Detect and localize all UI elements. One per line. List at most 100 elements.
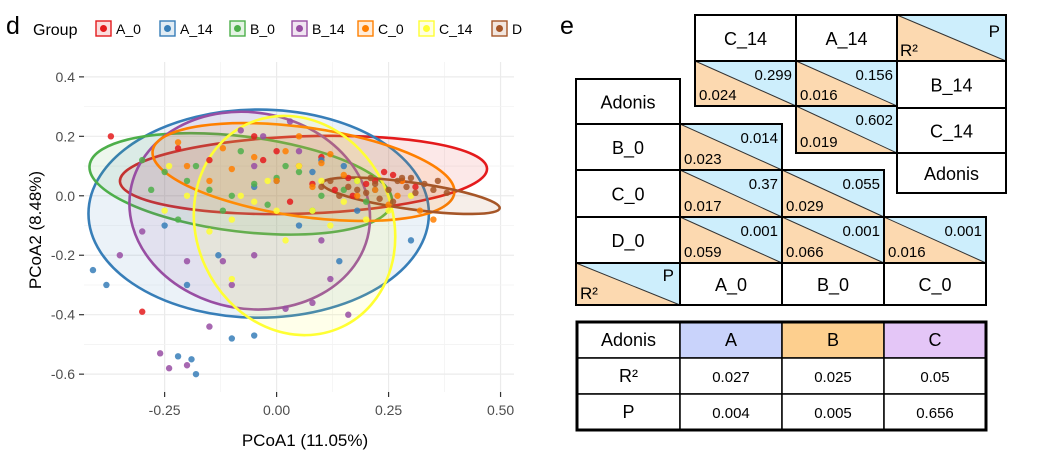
legend-dot — [100, 25, 107, 32]
adonis-grid: C_14 A_14 R² P 0.299 0.024 0.156 0.016 B_14 0.602… — [575, 14, 1007, 306]
point-a-14 — [340, 162, 347, 170]
cell-b0-a0-p-value: 0.014 — [740, 130, 778, 147]
legend-dot — [234, 25, 241, 32]
summary-col-a — [679, 321, 783, 359]
point-c-14 — [237, 192, 244, 199]
legend-label: B_14 — [312, 21, 345, 37]
summary-value — [883, 357, 987, 395]
point-c-14 — [251, 198, 258, 205]
point-a-14 — [251, 332, 258, 339]
cell-c0-a0-p-value: 0.37 — [749, 176, 778, 193]
summary-row-label-text: P — [622, 402, 634, 422]
point-d — [421, 180, 428, 188]
point-d — [398, 174, 406, 182]
summary-corner — [576, 321, 681, 359]
summary-value-text: 0.004 — [712, 405, 750, 422]
point-b-0 — [251, 180, 258, 188]
cell-d0-b0-p-value: 0.001 — [842, 223, 880, 240]
summary-col-c-text: C — [929, 330, 942, 350]
cell-a14-c14-p-value: 0.602 — [855, 112, 893, 129]
point-b-0 — [318, 192, 325, 199]
x-tick-label: 0.00 — [263, 402, 290, 418]
point-b-0 — [183, 177, 191, 185]
point-d — [407, 174, 415, 182]
point-a-14 — [228, 335, 236, 342]
point-b-0 — [237, 147, 244, 155]
col-label-c0-text: C_0 — [918, 275, 951, 296]
point-c-14 — [206, 228, 213, 235]
point-c-14 — [273, 207, 280, 214]
point-b-14 — [183, 362, 191, 369]
point-a-14 — [188, 356, 195, 363]
summary-corner-text: Adonis — [601, 330, 656, 350]
point-c-14 — [340, 198, 347, 205]
cell-c14-b14-r2-value: 0.024 — [699, 87, 737, 104]
cell-d0-b0-r2-value: 0.066 — [786, 244, 824, 261]
point-a-0 — [412, 183, 419, 191]
point-c-0 — [228, 165, 236, 173]
point-b-0 — [362, 198, 370, 205]
x-tick-label: 0.50 — [487, 402, 514, 418]
x-axis: -0.25 0.00 0.25 0.50 — [149, 392, 514, 418]
point-d — [345, 183, 352, 191]
point-d — [430, 186, 437, 194]
row-label-d0-text: D_0 — [611, 231, 644, 252]
summary-value — [679, 357, 783, 395]
point-d — [403, 183, 410, 191]
point-b-14 — [206, 323, 213, 330]
legend-dot — [296, 25, 303, 32]
point-a-14 — [309, 168, 316, 176]
col-label-a0-text: A_0 — [715, 275, 747, 296]
point-layer — [89, 118, 451, 378]
row-label-c14-text: C_14 — [930, 122, 973, 143]
point-a-14 — [89, 266, 97, 274]
point-a-14 — [103, 281, 110, 289]
key-upper-p: P — [989, 22, 1000, 41]
point-a-0 — [331, 186, 339, 194]
cell-c0-a0-diagonal — [679, 169, 783, 218]
point-b-0 — [147, 186, 155, 194]
point-b-14 — [327, 275, 334, 283]
summary-col-b-text: B — [827, 330, 839, 350]
cell-a14-c14-diagonal — [795, 105, 898, 154]
cell-c14-b14-diagonal — [694, 60, 797, 107]
point-d — [362, 189, 370, 197]
cell-c14-b14-p-value: 0.299 — [754, 67, 792, 84]
point-b-14 — [318, 237, 325, 244]
point-d — [318, 183, 325, 191]
cell-c0-b0-r2-value: 0.029 — [786, 198, 824, 215]
point-a-0 — [273, 147, 280, 155]
point-c-14 — [309, 207, 316, 214]
point-b-14 — [156, 350, 164, 357]
point-b-14 — [259, 133, 267, 140]
point-c-14 — [354, 177, 361, 185]
cell-d0-c0-p-value: 0.001 — [944, 223, 982, 240]
adonis-label-upper — [896, 152, 1007, 194]
point-b-14 — [286, 118, 294, 125]
point-b-14 — [116, 252, 124, 259]
point-c-0 — [282, 147, 289, 155]
legend-label: B_0 — [250, 21, 275, 37]
x-tick-label: 0.25 — [375, 402, 402, 418]
point-a-0 — [380, 168, 388, 176]
point-c-14 — [282, 237, 289, 244]
point-a-14 — [407, 237, 415, 244]
point-d — [389, 198, 397, 205]
legend-dot — [496, 25, 503, 32]
point-c-14 — [295, 162, 303, 170]
point-a-14 — [215, 252, 222, 259]
point-c-14 — [264, 177, 271, 185]
point-d — [443, 189, 451, 197]
adonis-label-upper-text: Adonis — [924, 164, 979, 184]
point-a-0 — [139, 308, 146, 315]
col-label-c0 — [883, 262, 987, 306]
point-c-0 — [174, 139, 182, 146]
adonis-label-lower-text: Adonis — [600, 93, 655, 113]
ellipse-c-14 — [192, 114, 397, 337]
point-b-14 — [139, 228, 146, 235]
point-d — [376, 195, 383, 202]
cell-c0-b0-diagonal — [781, 169, 885, 218]
col-label-b0 — [781, 262, 885, 306]
point-a-14 — [336, 257, 343, 265]
row-label-b14 — [896, 60, 1007, 109]
